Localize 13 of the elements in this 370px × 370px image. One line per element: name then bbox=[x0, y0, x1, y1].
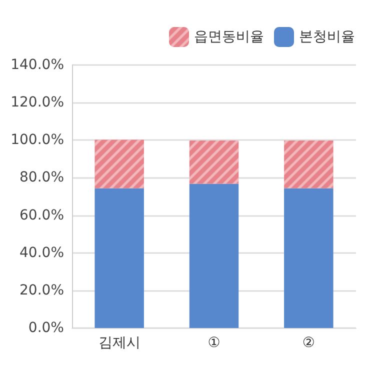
y-tick-label: 100.0% bbox=[10, 132, 64, 148]
y-tick-label: 60.0% bbox=[20, 207, 64, 224]
y-tick-label: 120.0% bbox=[10, 94, 64, 111]
legend-label: 읍면동비율 bbox=[194, 29, 264, 45]
x-tick-label: ② bbox=[302, 335, 315, 351]
legend-label: 본청비율 bbox=[299, 29, 355, 45]
y-tick-label: 0.0% bbox=[28, 320, 64, 336]
y-tick-label: 20.0% bbox=[20, 282, 64, 298]
y-tick-label: 40.0% bbox=[20, 244, 64, 261]
x-tick-label: ① bbox=[208, 335, 220, 351]
x-tick-label: 김제시 bbox=[98, 335, 140, 351]
y-tick-label: 80.0% bbox=[20, 170, 64, 186]
y-tick-label: 140.0% bbox=[10, 57, 64, 73]
